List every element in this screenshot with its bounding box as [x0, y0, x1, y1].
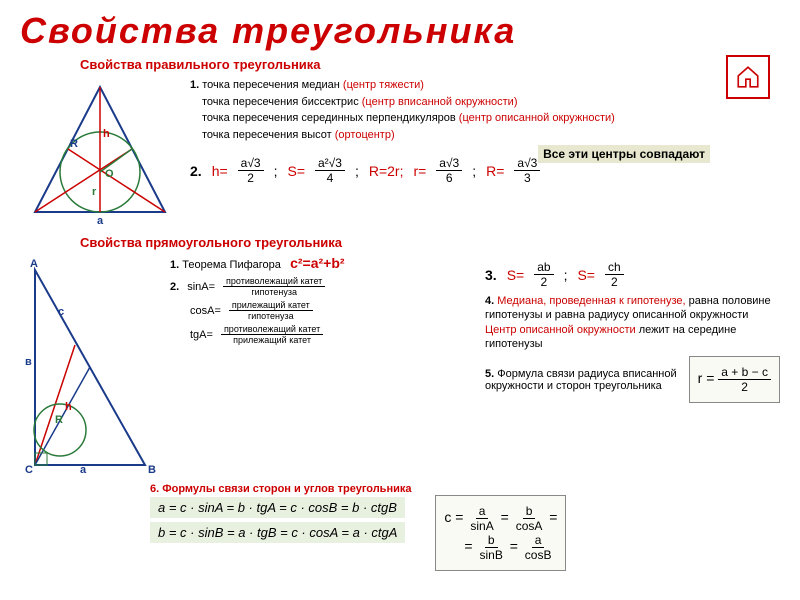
svg-text:h: h [103, 128, 110, 140]
svg-text:O: O [105, 168, 114, 180]
svg-text:c: c [58, 306, 64, 318]
text-circum: (центр описанной окружности) [459, 112, 615, 124]
svg-text:в: в [25, 356, 32, 368]
svg-text:A: A [30, 258, 38, 270]
page-title: Свойства треугольника [20, 10, 780, 52]
tg-formula: tgA= противолежащий катетприлежащий кате… [170, 324, 465, 345]
pythagoras-label: Теорема Пифагора [182, 259, 281, 271]
item6-text: Формулы связи сторон и углов треугольник… [162, 483, 411, 495]
area-formula: 3. S= ab2; S= ch2 [485, 260, 780, 289]
formula-b: b = c · sinB = a · tgB = c · cosA = a · … [150, 522, 405, 543]
svg-text:r: r [92, 186, 97, 198]
text-bisector: точка пересечения биссектрис [202, 96, 359, 108]
median-text1: Медиана, проведенная к гипотенузе, [497, 295, 685, 307]
section1-title: Свойства правильного треугольника [80, 57, 780, 72]
sin-formula: 2. sinA= противолежащий катетгипотенуза [170, 276, 465, 297]
inradius-formula: r = a + b − c2 [689, 356, 780, 403]
text-heights: точка пересечения высот [202, 129, 332, 141]
pythagoras-formula: c²=a²+b² [290, 255, 344, 271]
item-1: 1. [190, 79, 199, 91]
text-incenter: (центр вписанной окружности) [362, 96, 518, 108]
median-text3: Центр описанной окружности [485, 324, 636, 336]
text-centroid: (центр тяжести) [343, 79, 424, 91]
formula-c-box: c = asinA = bcosA = = bsinB = acosB [435, 495, 566, 571]
highlight-centers: Все эти центры совпадают [538, 145, 710, 163]
equilateral-triangle-diagram: R h O r a [20, 77, 180, 230]
svg-text:R: R [70, 138, 78, 150]
section2-title: Свойства прямоугольного треугольника [80, 235, 780, 250]
svg-text:C: C [25, 464, 33, 476]
right-triangle-diagram: A B C a c в R h [20, 255, 160, 488]
home-icon[interactable] [726, 55, 770, 99]
svg-text:h: h [65, 401, 72, 413]
svg-text:a: a [97, 215, 104, 227]
svg-text:R: R [55, 414, 63, 426]
svg-text:a: a [80, 464, 87, 476]
item5-text: Формула связи радиуса вписанной окружнос… [485, 368, 677, 392]
text-perp: точка пересечения серединных перпендикул… [202, 112, 456, 124]
svg-text:B: B [148, 464, 156, 476]
text-ortho: (ортоцентр) [335, 129, 395, 141]
text-median: точка пересечения медиан [202, 79, 340, 91]
formula-a: a = c · sinA = b · tgA = c · cosB = b · … [150, 497, 405, 518]
cos-formula: cosA= прилежащий катетгипотенуза [170, 300, 465, 321]
